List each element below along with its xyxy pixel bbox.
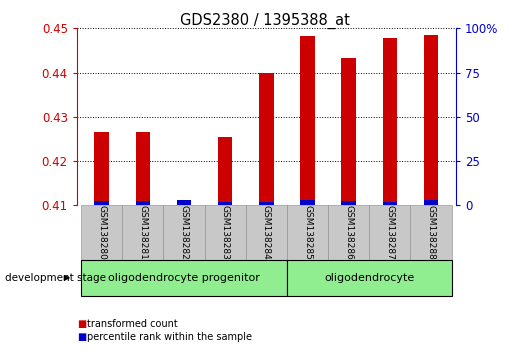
Text: GSM138283: GSM138283 [220, 205, 229, 260]
Bar [287, 260, 452, 296]
Bar [246, 205, 287, 260]
Text: oligodendrocyte: oligodendrocyte [324, 273, 414, 283]
Bar [136, 201, 150, 205]
Bar [341, 201, 356, 205]
Bar [328, 205, 369, 260]
Bar [287, 205, 328, 260]
Text: oligodendrocyte progenitor: oligodendrocyte progenitor [108, 273, 260, 283]
Bar [218, 201, 232, 205]
Bar [136, 132, 150, 205]
Bar [81, 205, 122, 260]
Text: development stage: development stage [5, 273, 107, 283]
Text: GSM138286: GSM138286 [344, 205, 353, 260]
Text: GSM138280: GSM138280 [97, 205, 106, 260]
Bar [205, 205, 246, 260]
Bar [176, 200, 191, 205]
Text: GSM138285: GSM138285 [303, 205, 312, 260]
Text: transformed count: transformed count [87, 319, 178, 329]
Text: ■: ■ [77, 332, 86, 342]
Text: GSM138284: GSM138284 [262, 205, 271, 260]
Text: GSM138282: GSM138282 [180, 205, 189, 260]
Bar [122, 205, 163, 260]
Bar [94, 201, 109, 205]
Bar [163, 205, 205, 260]
Bar [369, 205, 411, 260]
Bar [259, 201, 273, 205]
Bar [218, 137, 232, 205]
Bar [411, 205, 452, 260]
Bar [383, 201, 397, 205]
Bar [81, 260, 287, 296]
Text: GSM138287: GSM138287 [385, 205, 394, 260]
Bar [424, 35, 438, 205]
Bar [94, 132, 109, 205]
Text: percentile rank within the sample: percentile rank within the sample [87, 332, 252, 342]
Bar [176, 202, 191, 205]
Text: GDS2380 / 1395388_at: GDS2380 / 1395388_at [180, 12, 350, 29]
Text: GSM138281: GSM138281 [138, 205, 147, 260]
Bar [301, 200, 315, 205]
Text: GSM138288: GSM138288 [427, 205, 436, 260]
Bar [383, 38, 397, 205]
Bar [424, 200, 438, 205]
Bar [301, 36, 315, 205]
Bar [259, 73, 273, 205]
Text: ■: ■ [77, 319, 86, 329]
Bar [341, 58, 356, 205]
